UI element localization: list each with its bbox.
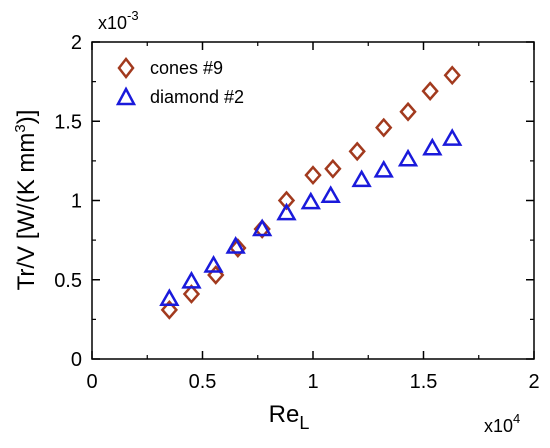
legend-label-cones: cones #9	[150, 58, 223, 78]
triangle-marker	[351, 169, 372, 188]
x-tick-label: 0	[86, 371, 97, 393]
diamond-marker	[399, 101, 417, 122]
legend-item-diamond: diamond #2	[115, 86, 244, 107]
triangle-marker	[159, 288, 180, 307]
triangle-marker	[397, 148, 419, 167]
diamond-marker	[443, 65, 461, 86]
triangle-marker	[300, 191, 321, 210]
x-tick-label: 0.5	[189, 371, 217, 393]
x-multiplier: x104	[484, 411, 520, 436]
triangle-marker	[225, 235, 246, 254]
legend-item-cones: cones #9	[117, 56, 223, 80]
diamond-marker	[375, 117, 393, 138]
x-tick-label: 1	[307, 371, 318, 393]
diamond-marker	[348, 141, 366, 162]
legend-label-diamond: diamond #2	[150, 87, 244, 107]
diamond-marker	[277, 190, 296, 211]
triangle-marker	[181, 270, 202, 289]
x-axis-label: ReL	[269, 401, 310, 433]
diamond-marker	[253, 219, 271, 239]
y-tick-label: 2	[71, 32, 82, 54]
data-markers	[159, 65, 463, 320]
triangle-marker	[203, 254, 224, 273]
diamond-marker	[182, 284, 201, 304]
diamond-marker	[324, 158, 342, 179]
legend: cones #9 diamond #2	[115, 56, 244, 107]
triangle-marker	[252, 218, 273, 237]
diamond-marker	[160, 299, 179, 320]
legend-marker-triangle	[115, 86, 137, 106]
y-multiplier: x10-3	[98, 8, 139, 33]
triangle-marker	[373, 159, 394, 178]
y-axis: 0 0.5 1 1.5 2	[54, 32, 534, 371]
y-tick-label: 1	[71, 191, 82, 213]
x-tick-label: 2	[528, 371, 539, 393]
legend-marker-diamond	[117, 56, 135, 80]
triangle-marker	[276, 202, 297, 221]
triangle-marker	[422, 137, 443, 156]
x-axis: 0 0.5 1 1.5 2	[86, 42, 540, 393]
y-axis-label: Tr/V [W/(K mm3)]	[12, 110, 40, 291]
x-tick-label: 1.5	[410, 371, 438, 393]
triangle-marker	[442, 128, 463, 146]
y-tick-label: 0	[71, 349, 82, 371]
diamond-marker	[421, 81, 439, 102]
y-tick-label: 0.5	[54, 270, 82, 292]
diamond-marker	[304, 165, 322, 186]
y-tick-label: 1.5	[54, 111, 82, 133]
triangle-marker	[320, 185, 341, 203]
diamond-marker	[229, 238, 247, 258]
